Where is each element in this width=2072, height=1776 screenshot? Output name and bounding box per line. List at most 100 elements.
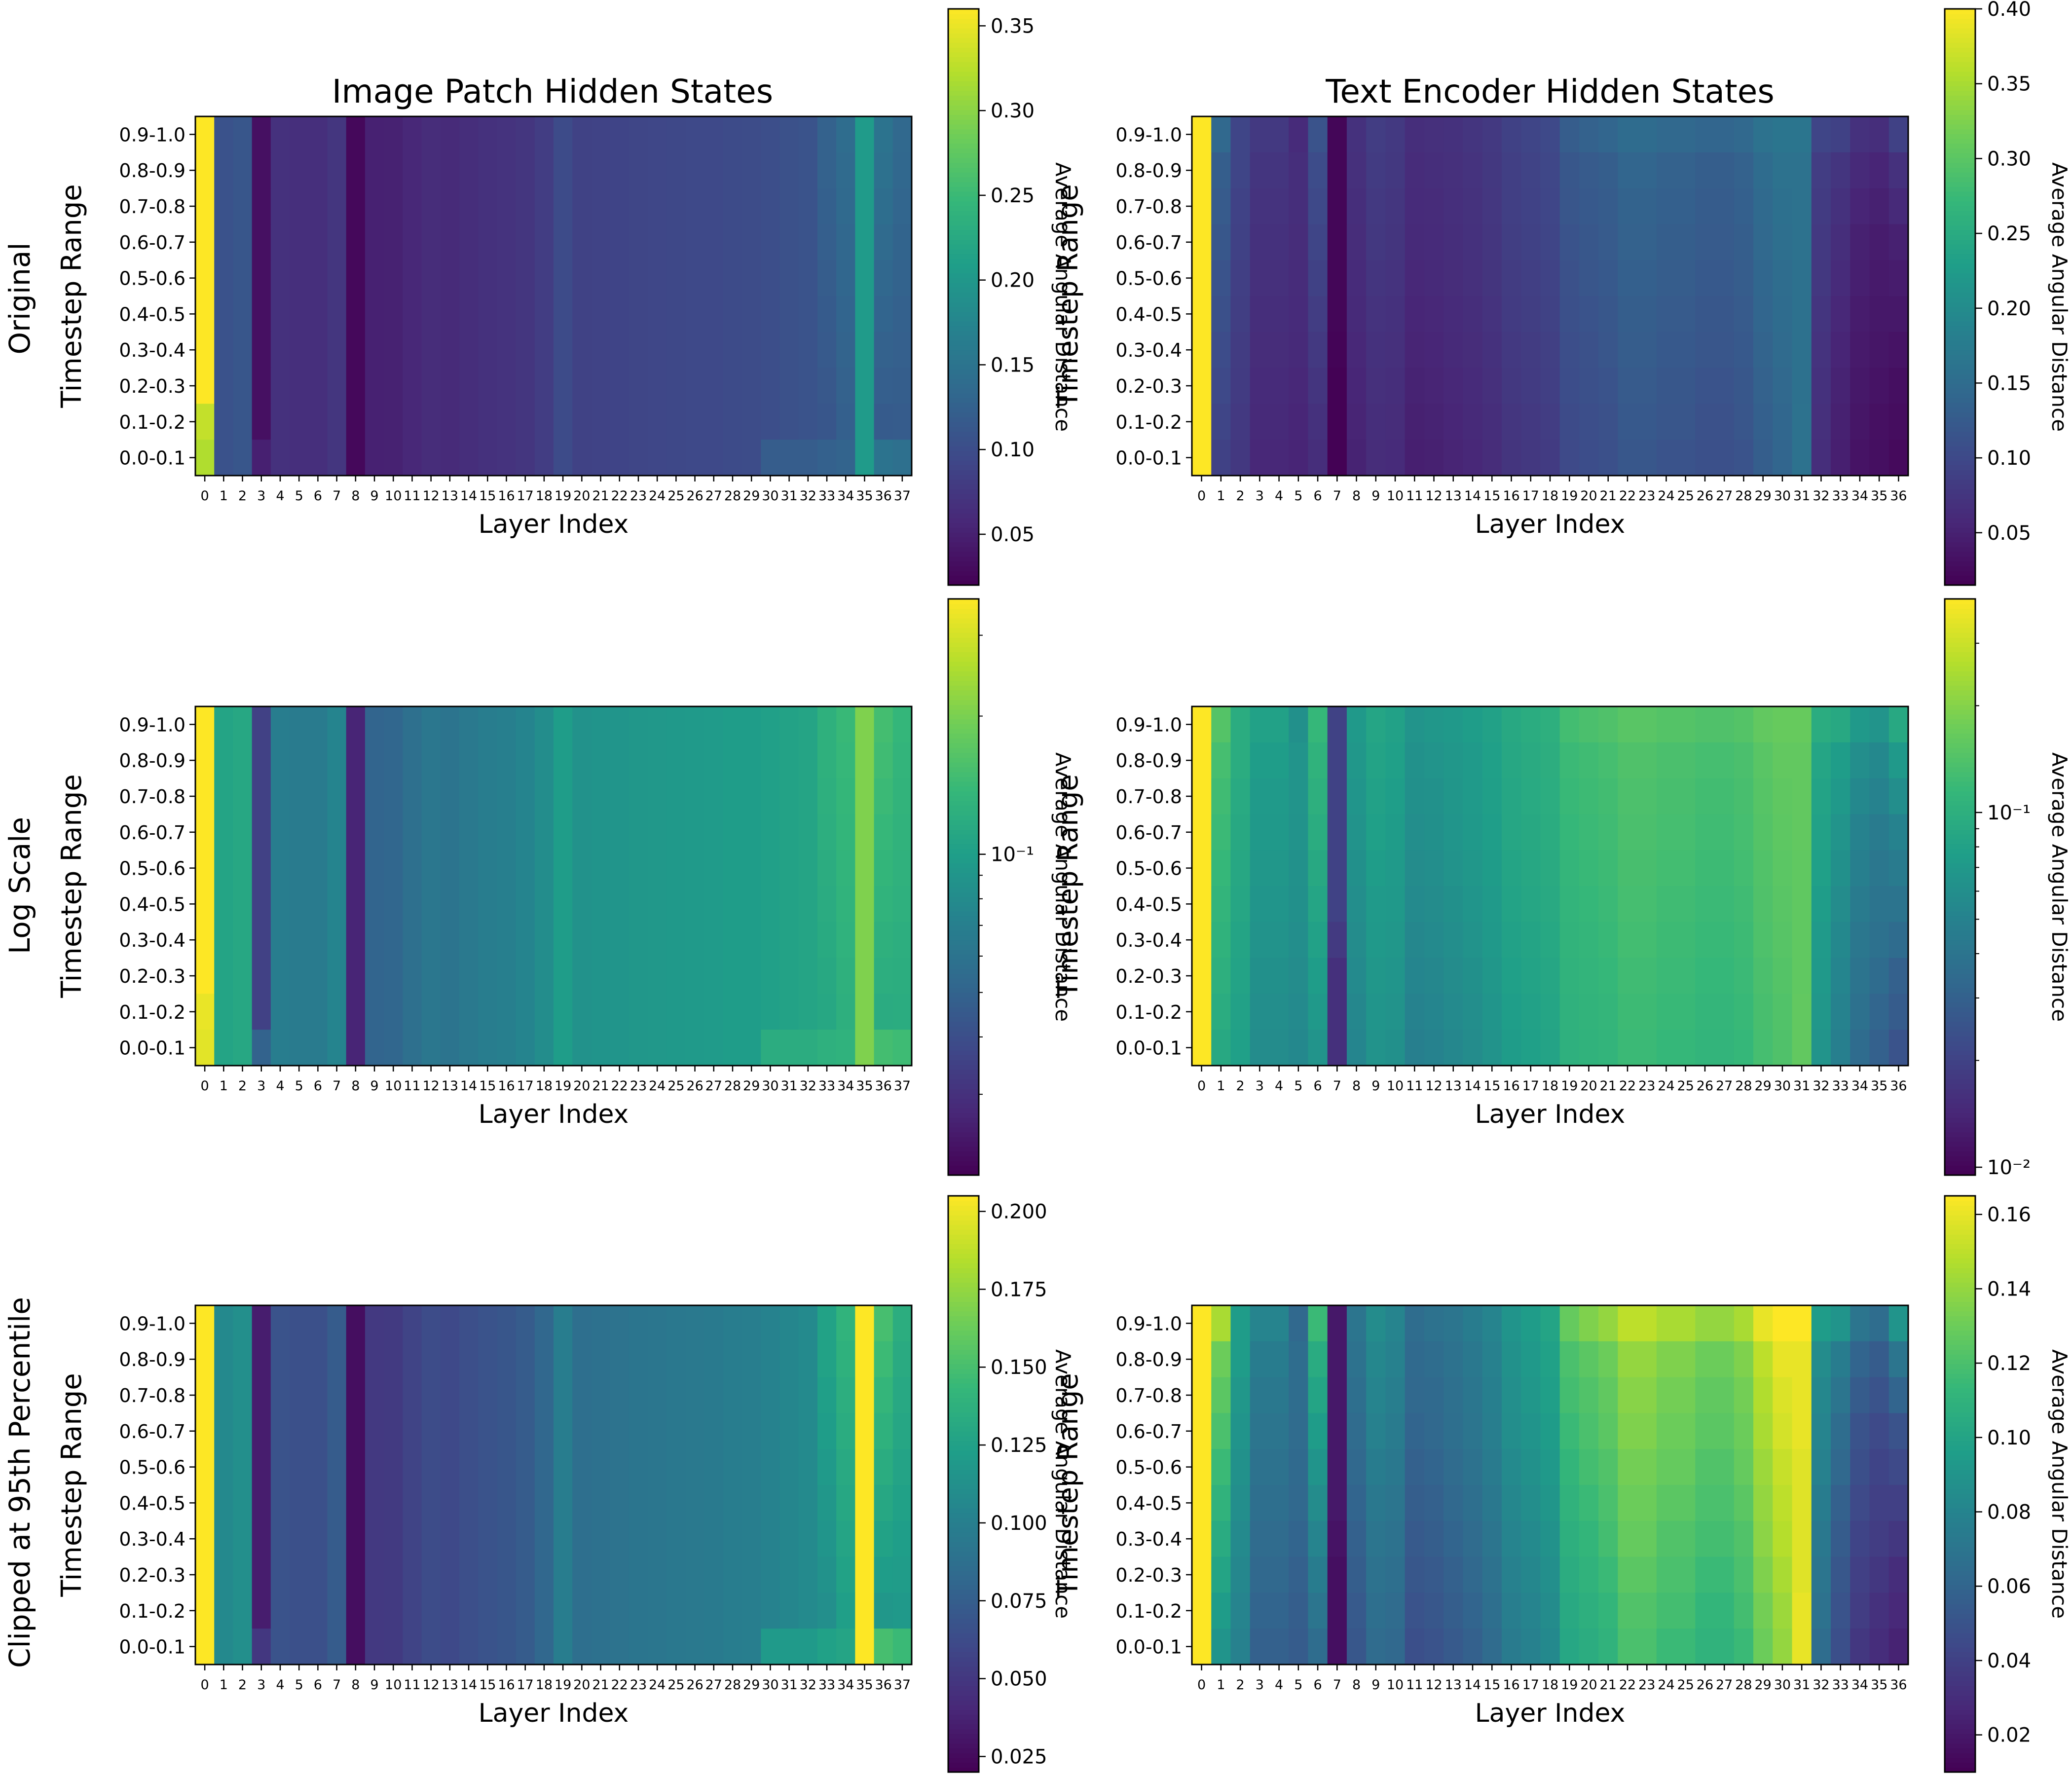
heatmap-cell [290,404,309,440]
heatmap-cell [440,152,460,189]
heatmap-cell [554,1030,573,1066]
colorbar-swatch [948,445,979,451]
heatmap-cell [704,440,724,476]
heatmap-cell [761,1377,780,1413]
heatmap-cell [1773,224,1793,260]
heatmap-cell [1308,296,1328,333]
x-tick-label: 34 [837,488,854,504]
heatmap-cell [1366,1485,1386,1521]
colorbar-swatch [948,1117,979,1123]
heatmap-cell [1250,1305,1270,1342]
colorbar-swatch [1945,1580,1975,1586]
heatmap-cell [1192,332,1212,369]
x-tick-label: 8 [1352,488,1361,504]
heatmap-cell [1637,440,1657,476]
y-tick-label: 0.1-0.2 [1115,1001,1182,1023]
heatmap-cell [1327,1413,1347,1449]
heatmap-cell [421,1377,441,1413]
heatmap-cell [1192,116,1212,153]
heatmap-cell [591,1485,611,1521]
heatmap-cell [1579,1341,1599,1378]
colorbar-swatch [948,1580,979,1586]
colorbar-swatch [1945,306,1975,312]
heatmap-cell [214,1556,234,1593]
heatmap-cell [1559,440,1580,476]
heatmap-cell [233,814,253,851]
heatmap-cell [1269,1449,1289,1485]
heatmap-cell [214,296,234,333]
colorbar-swatch [948,1690,979,1696]
colorbar-swatch [948,767,979,773]
x-tick-label: 29 [743,488,760,504]
heatmap-cell [666,1592,686,1629]
heatmap-cell [1598,1377,1618,1413]
colorbar-swatch [1945,1349,1975,1355]
heatmap-cell [440,1628,460,1665]
colorbar-swatch [948,259,979,264]
heatmap-cell [1289,152,1309,189]
column-title-text-encoder: Text Encoder Hidden States [1325,73,1775,111]
heatmap-cell [1773,778,1793,814]
heatmap-cell [1211,1449,1231,1485]
heatmap-cell [572,814,592,851]
heatmap-cell [798,260,818,296]
heatmap-cell [1579,850,1599,887]
heatmap-cell [1695,152,1715,189]
heatmap-cell [836,1377,855,1413]
x-tick-label: 16 [498,488,515,504]
heatmap-cell [1501,1305,1521,1342]
heatmap-cell [421,742,441,779]
colorbar-swatch [1945,1743,1975,1749]
heatmap-cell [1559,368,1580,404]
heatmap-cell [1289,778,1309,814]
heatmap-cell [874,1592,893,1629]
x-tick-label: 27 [1716,488,1733,504]
heatmap-cell [1714,440,1735,476]
heatmap-cell [554,1628,573,1665]
heatmap-cell [1501,152,1521,189]
x-tick-label: 22 [1619,488,1636,504]
heatmap-cell [1579,332,1599,369]
colorbar-swatch [1945,105,1975,111]
heatmap-cell [534,1030,554,1066]
heatmap-cell [836,706,855,743]
colorbar-swatch [948,263,979,269]
heatmap-cell [1308,886,1328,923]
heatmap-cell [1463,368,1483,404]
heatmap-cell [290,368,309,404]
colorbar-swatch [948,153,979,158]
heatmap-cell [761,1305,780,1342]
heatmap-cell [365,1341,384,1378]
heatmap-cell [572,850,592,887]
colorbar-label: Average Angular Distance [1051,162,1075,432]
heatmap-cell [516,1628,535,1665]
colorbar-frame [1944,598,1976,1176]
heatmap-cell [1811,440,1831,476]
heatmap-cell [629,922,648,959]
heatmap-cell [1346,922,1367,959]
colorbar-swatch [1945,1455,1975,1461]
heatmap-cell [1501,1449,1521,1485]
heatmap-cell [817,368,837,404]
heatmap-cell [327,814,347,851]
heatmap-cell [742,1305,761,1342]
heatmap-cell [629,1030,648,1066]
heatmap-cell [478,886,497,923]
colorbar-swatch [948,872,979,878]
heatmap-cell [1443,368,1463,404]
heatmap-cell [384,1520,403,1557]
heatmap-cell [252,958,271,994]
heatmap-cell [1443,1341,1463,1378]
heatmap-cell [1598,1305,1618,1342]
heatmap-cell [1211,440,1231,476]
colorbar-swatch [1945,993,1975,998]
heatmap-cell [629,886,648,923]
heatmap-cell [534,958,554,994]
colorbar-swatch [1945,407,1975,413]
heatmap-cell [610,1413,629,1449]
colorbar-swatch [1945,853,1975,859]
colorbar-swatch [948,887,979,892]
heatmap-cell [1792,224,1812,260]
heatmap-cell [1598,260,1618,296]
heatmap-cell [1289,260,1309,296]
